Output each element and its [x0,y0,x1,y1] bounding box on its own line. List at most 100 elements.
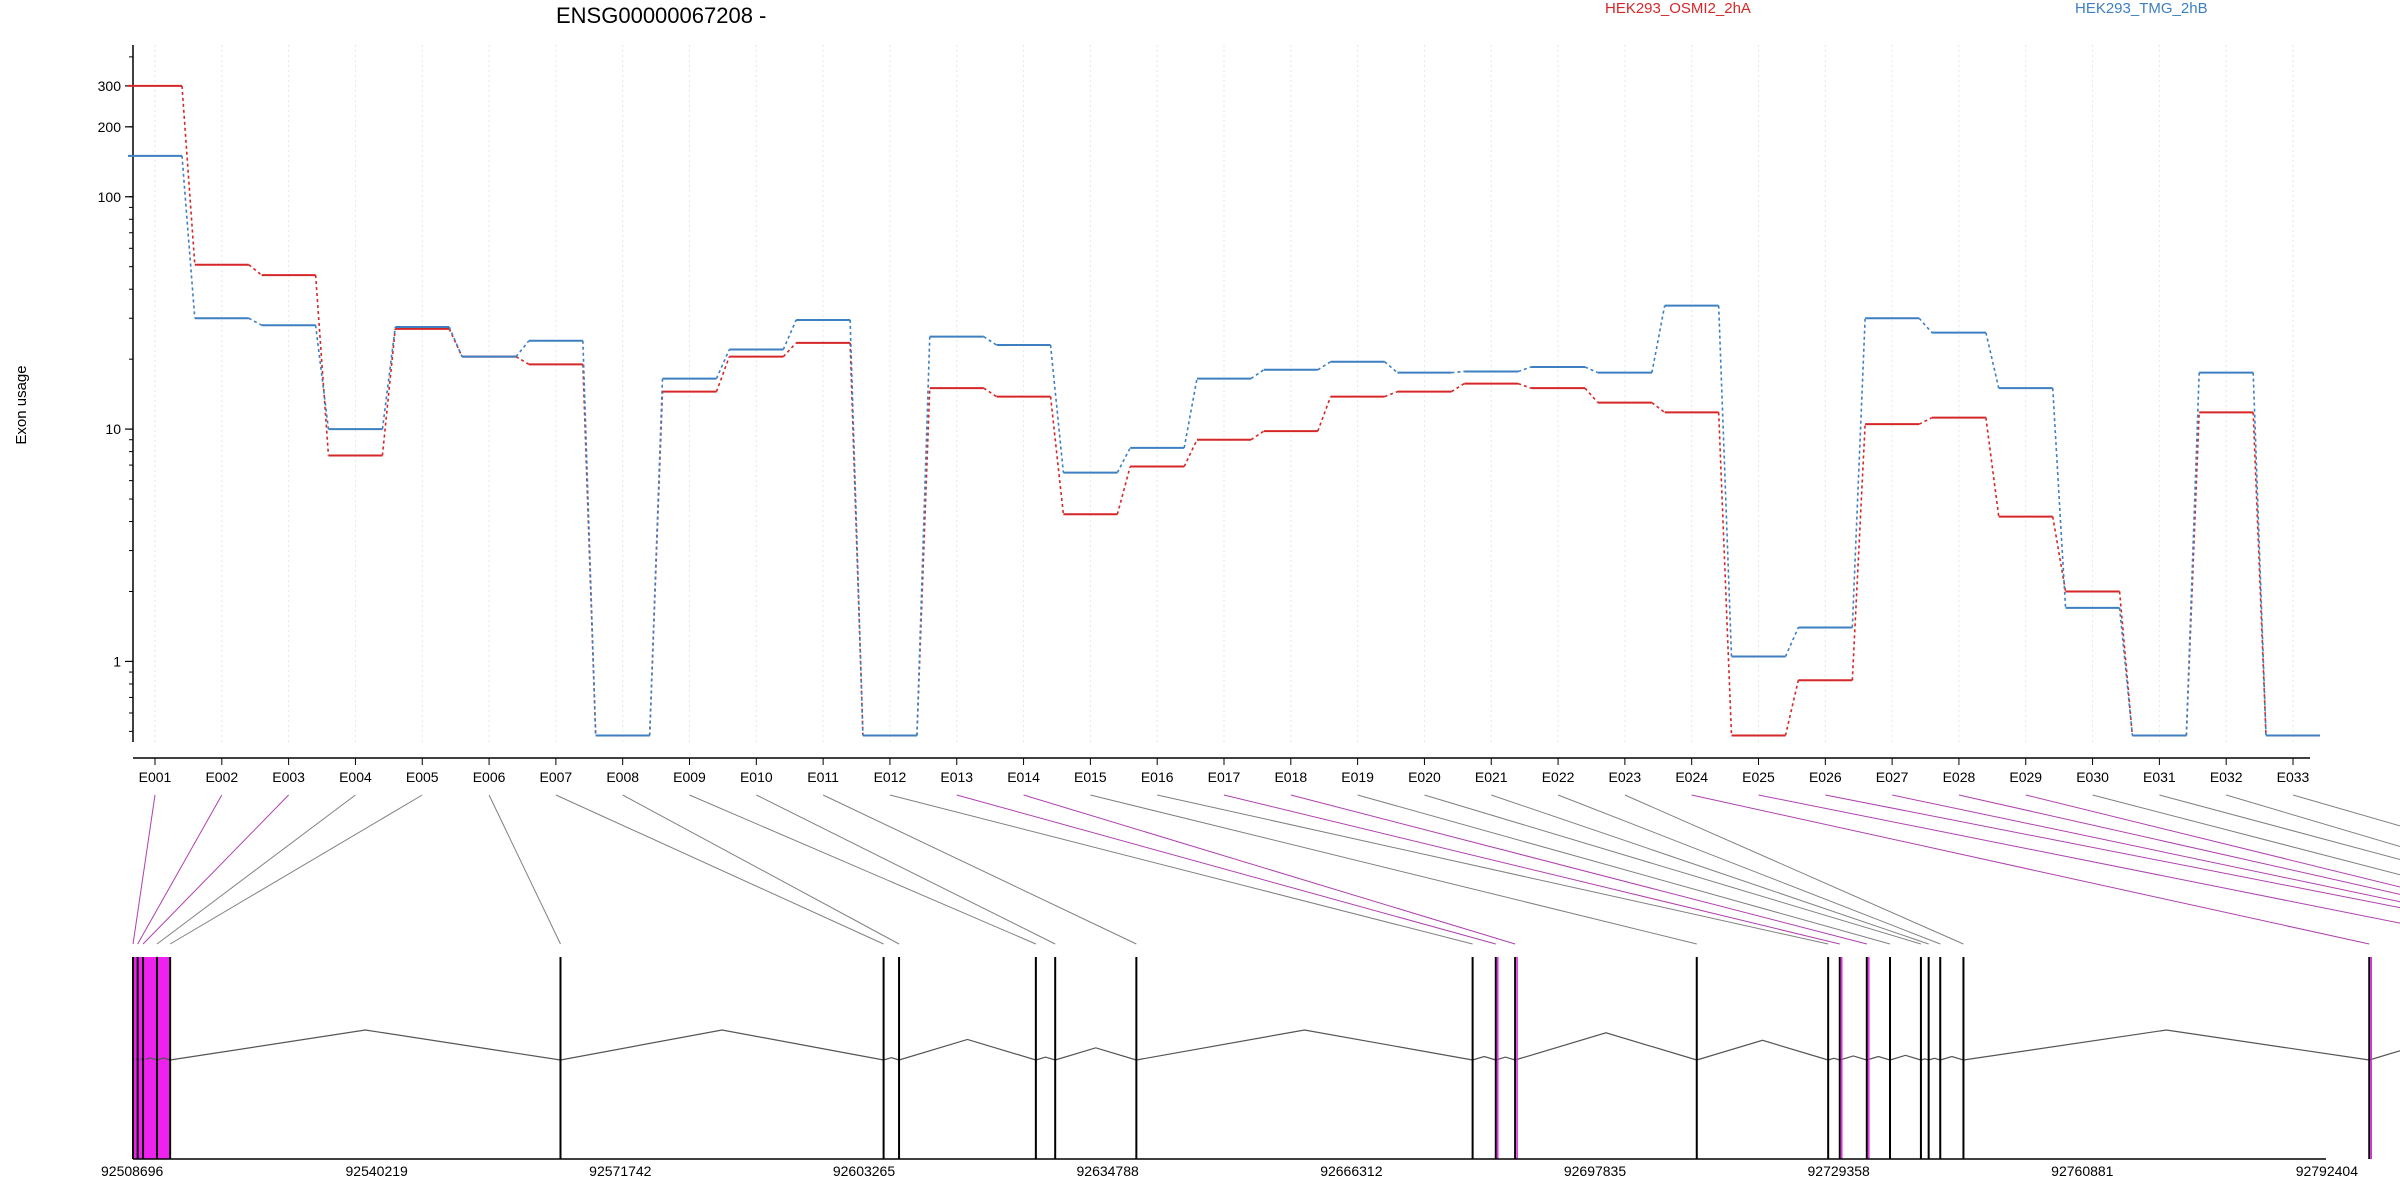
series-1-connector-E024 [1717,412,1733,736]
legend-series-1: HEK293_OSMI2_2hA [1605,0,1751,17]
exon-link-7 [555,794,884,945]
series-2 [128,154,2320,737]
series-2-connector-E016 [1183,378,1198,449]
intron-24 [2369,1050,2400,1061]
x-tick-label-E007: E007 [540,769,573,785]
exon-link-3 [142,794,289,945]
x-tick-label-E027: E027 [1876,769,1909,785]
series-2-connector-E004 [381,326,397,430]
x-tick-label-E018: E018 [1274,769,1307,785]
x-tick-label-E026: E026 [1809,769,1842,785]
series-2-connector-E027 [1918,317,1933,334]
intron-13 [1495,1056,1516,1061]
series-1-connector-E020 [1451,382,1465,393]
series-1-connector-E023 [1651,401,1666,414]
series-2-connector-E006 [515,340,530,358]
intron-8 [898,1038,1037,1061]
exon-link-1 [132,794,156,945]
series-2-connector-E018 [1317,361,1332,371]
x-tick-label-E021: E021 [1475,769,1508,785]
series-2-connector-E028 [1985,332,2000,389]
exon-link-8 [622,794,900,945]
series-1-connector-E019 [1384,390,1398,398]
x-tick-label-E012: E012 [874,769,907,785]
gene-model-track [132,957,2400,1159]
exon-link-5 [169,794,423,945]
x-tick-label-E031: E031 [2143,769,2176,785]
series-2-connector-E021 [1517,366,1532,373]
series-1-connector-E014 [1049,396,1065,515]
intron-18 [1866,1055,1891,1061]
intron-22 [1940,1055,1964,1061]
x-tick-label-E002: E002 [205,769,238,785]
series-2-connector-E020 [1451,370,1465,374]
series-1-connector-E008 [648,391,664,736]
x-tick-label-E009: E009 [673,769,706,785]
intron-5 [170,1029,561,1061]
series-2-connector-E002 [248,317,263,326]
grid-lines [154,45,2294,742]
intron-17 [1839,1055,1867,1061]
series-1-connector-E012 [916,388,931,736]
y-axis: 1 10 100 200 300 [98,45,134,742]
y-axis-label: Exon usage [13,365,30,444]
exon-link-15 [1090,794,1697,945]
exon-link-12 [889,794,1473,945]
x-tick-label-E024: E024 [1675,769,1708,785]
x-tick-label-E020: E020 [1408,769,1441,785]
series-1-connector-E017 [1250,430,1265,441]
x-tick-label-E003: E003 [272,769,305,785]
x-tick-label-E029: E029 [2009,769,2042,785]
series-1-connector-E005 [448,328,463,358]
x-tick-label-E022: E022 [1542,769,1575,785]
exon-link-13 [956,794,1496,945]
exon-link-17 [1223,794,1840,945]
x-tick-label-E019: E019 [1341,769,1374,785]
coordinate-label-92760881: 92760881 [2051,1163,2114,1179]
x-tick-label-E004: E004 [339,769,372,785]
series-2-connector-E009 [715,349,731,379]
y-tick-label-10: 10 [105,421,121,437]
x-tick-label-E005: E005 [406,769,439,785]
y-tick-label-1: 1 [113,653,121,669]
x-axis: E001 E002 E003 E004 E005 E006 E007 E008 E009 E010… [133,757,2310,785]
intron-4 [156,1057,171,1061]
series-1-connector-E010 [782,342,797,358]
series-2-connector-E012 [916,336,931,736]
intron-20 [1920,1058,1929,1061]
series-1-connector-E029 [2051,516,2067,592]
exon-link-25 [1758,794,2400,924]
series-2-connector-E019 [1384,361,1398,374]
exon-link-16 [1157,794,1829,945]
series-2-connector-E024 [1717,305,1733,657]
exon-link-10 [756,794,1056,945]
series-1-connector-E015 [1116,466,1131,515]
series-1-connector-E018 [1317,396,1332,432]
series-2-connector-E003 [314,325,330,430]
series-1-connector-E028 [1985,417,2000,517]
exon-link-30 [2092,794,2400,876]
series-2-connector-E010 [782,319,797,350]
exon-link-6 [488,794,561,945]
series-1-connector-E006 [515,355,530,366]
x-tick-label-E030: E030 [2076,769,2109,785]
series-2-connector-E031 [2185,372,2200,736]
coordinate-label-92666312: 92666312 [1320,1163,1383,1179]
series-2-connector-E029 [2051,388,2067,608]
exon-link-19 [1357,794,1891,945]
series-2-connector-E023 [1651,305,1666,373]
coordinate-label-92508696: 92508696 [101,1163,164,1179]
series-2-connector-E015 [1116,447,1131,473]
series-1-connector-E030 [2118,591,2134,736]
x-tick-label-E001: E001 [139,769,172,785]
exon-link-2 [137,794,223,945]
exon-link-20 [1424,794,1922,945]
exon-link-33 [2292,794,2400,827]
plot-series [128,84,2320,737]
coordinate-label-92729358: 92729358 [1808,1163,1871,1179]
x-tick-label-E010: E010 [740,769,773,785]
exon-link-26 [1825,794,2400,909]
exon-link-14 [1023,794,1516,945]
series-1-connector-E016 [1183,439,1198,467]
